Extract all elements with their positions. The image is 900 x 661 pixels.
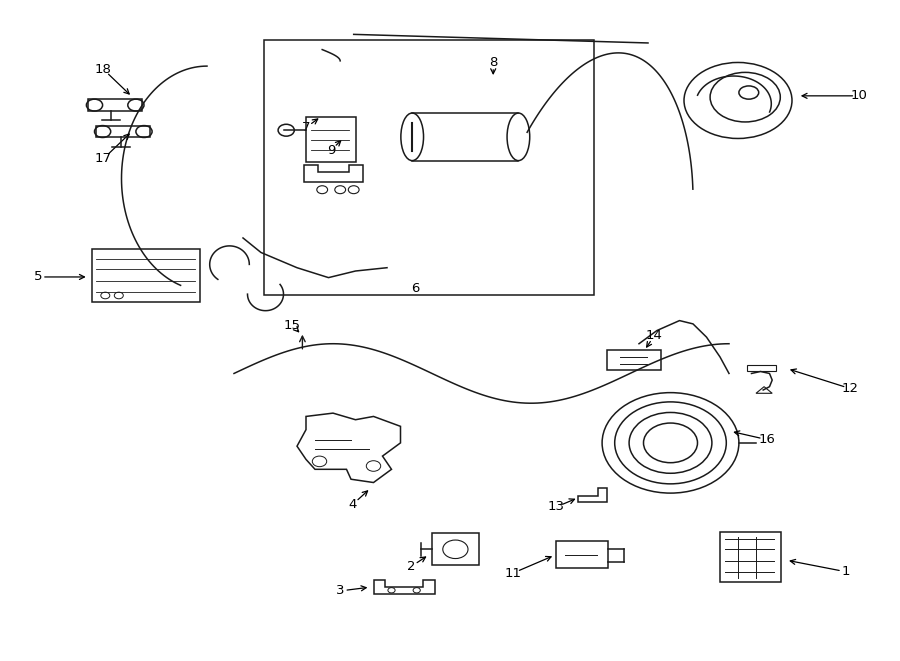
Text: 7: 7 (302, 121, 310, 134)
Text: 11: 11 (505, 566, 521, 580)
Text: 3: 3 (336, 584, 345, 598)
Text: 4: 4 (348, 498, 357, 511)
Text: 18: 18 (95, 63, 112, 76)
Text: 13: 13 (548, 500, 564, 514)
Text: 1: 1 (842, 565, 850, 578)
Text: 16: 16 (759, 433, 775, 446)
Text: 5: 5 (33, 270, 42, 284)
Text: 10: 10 (851, 89, 868, 102)
Text: 12: 12 (842, 382, 859, 395)
Text: 15: 15 (284, 319, 301, 332)
Text: 14: 14 (646, 329, 662, 342)
Text: 2: 2 (407, 560, 416, 573)
Text: 6: 6 (411, 282, 420, 295)
Text: 8: 8 (489, 56, 498, 69)
Text: 17: 17 (95, 152, 112, 165)
Text: 9: 9 (327, 143, 336, 157)
